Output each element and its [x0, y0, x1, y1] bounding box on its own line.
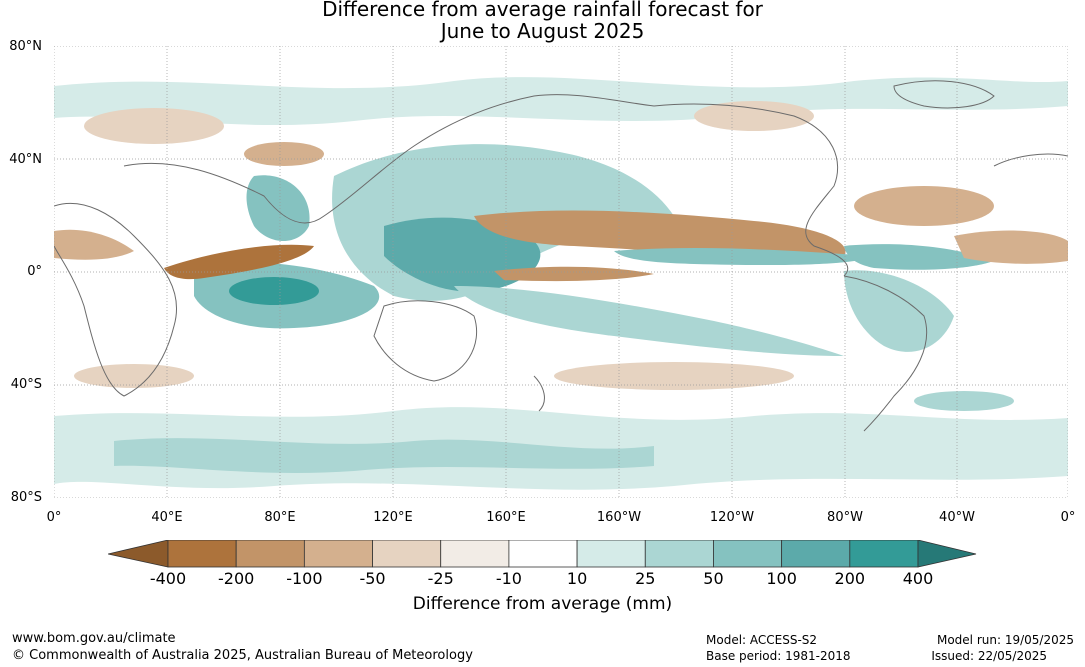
colorbar-tick-label: -100 — [286, 569, 323, 588]
colorbar-bin — [372, 540, 442, 568]
lon-label-80w: 80°W — [827, 510, 863, 525]
indian-ocean-wet-core — [229, 277, 319, 305]
footer-website-link[interactable]: www.bom.gov.au/climate — [12, 631, 176, 646]
colorbar-bin — [713, 540, 783, 568]
lat-label-80n: 80°N — [9, 39, 42, 54]
colorbar-bin — [303, 540, 373, 568]
colorbar-bin — [440, 540, 510, 568]
colorbar-tick-label: 100 — [766, 569, 797, 588]
tropical-atlantic-wet — [844, 244, 994, 270]
dry-patch-eurasia — [84, 108, 224, 144]
colorbar-tick-label: -25 — [427, 569, 454, 588]
colorbar-tick-label: 25 — [635, 569, 656, 588]
lon-label-160e: 160°E — [486, 510, 526, 525]
equatorial-indian-ocean-dry — [164, 244, 314, 280]
colorbar-bin — [849, 540, 919, 568]
coastlines — [54, 80, 1068, 432]
map-title-line-2: June to August 2025 — [440, 19, 645, 43]
colorbar-title: Difference from average (mm) — [412, 594, 673, 614]
dry-patch-north-atlantic — [854, 186, 994, 226]
colorbar-tick-label: 200 — [834, 569, 866, 588]
rainfall-anomaly-map — [54, 46, 1068, 498]
lon-label-40w: 40°W — [939, 510, 975, 525]
lat-label-40s: 40°S — [10, 377, 42, 392]
colorbar-low-arrow — [108, 540, 169, 568]
dry-patch-central-asia — [244, 142, 324, 166]
colorbar-bin — [167, 540, 237, 568]
colorbar-tick-label: 10 — [566, 569, 588, 588]
colorbar-tick-label: 50 — [703, 569, 724, 588]
southern-ocean-wet-patch — [114, 438, 654, 473]
colorbar-bin — [235, 540, 305, 568]
map-title-line-1: Difference from average rainfall forecas… — [322, 0, 763, 21]
itcz-wet-band — [614, 248, 874, 266]
lat-label-40n: 40°N — [9, 152, 42, 167]
colorbar-bin — [508, 540, 578, 568]
colorbar-tick-label: -200 — [218, 569, 255, 588]
lon-label-80e: 80°E — [264, 510, 296, 525]
southern-indian-ocean-dry — [74, 364, 194, 388]
west-africa-dry — [54, 229, 134, 260]
lon-label-0-end: 0° — [1060, 510, 1076, 525]
south-pacific-convergence-wet — [454, 286, 844, 356]
footer-issued: Issued: 22/05/2025 — [931, 649, 1047, 663]
equatorial-pacific-dry — [494, 266, 654, 282]
tropical-atlantic-dry — [954, 230, 1068, 264]
colorbar-tick-label: -10 — [495, 569, 522, 588]
lat-label-0: 0° — [27, 264, 42, 279]
colorbar-tick-label: -400 — [149, 569, 187, 588]
arctic-wet-band — [54, 77, 1068, 126]
south-pacific-dry — [554, 362, 794, 390]
lat-label-80s: 80°S — [10, 490, 42, 505]
lon-label-160w: 160°W — [596, 510, 642, 525]
colorbar-tick-label: 400 — [902, 569, 934, 588]
lon-label-120w: 120°W — [709, 510, 755, 525]
south-atlantic-wet — [914, 391, 1014, 411]
north-pacific-dry-band — [474, 210, 846, 258]
footer-model-run: Model run: 19/05/2025 — [936, 633, 1074, 647]
colorbar-bin — [576, 540, 646, 568]
colorbar-high-arrow — [917, 540, 977, 568]
colorbar-bin — [644, 540, 714, 568]
footer-model: Model: ACCESS-S2 — [706, 633, 818, 647]
colorbar — [108, 540, 977, 568]
lon-label-120e: 120°E — [373, 510, 413, 525]
graticule — [54, 46, 1068, 498]
dry-patch-north-america — [694, 101, 814, 131]
bay-of-bengal-wet — [246, 175, 310, 241]
colorbar-tick-label: -50 — [359, 569, 386, 588]
lon-label-0: 0° — [46, 510, 62, 525]
footer-copyright: © Commonwealth of Australia 2025, Austra… — [12, 648, 473, 663]
lon-label-40e: 40°E — [151, 510, 183, 525]
colorbar-bin — [781, 540, 851, 568]
footer-base-period: Base period: 1981-2018 — [706, 649, 851, 663]
